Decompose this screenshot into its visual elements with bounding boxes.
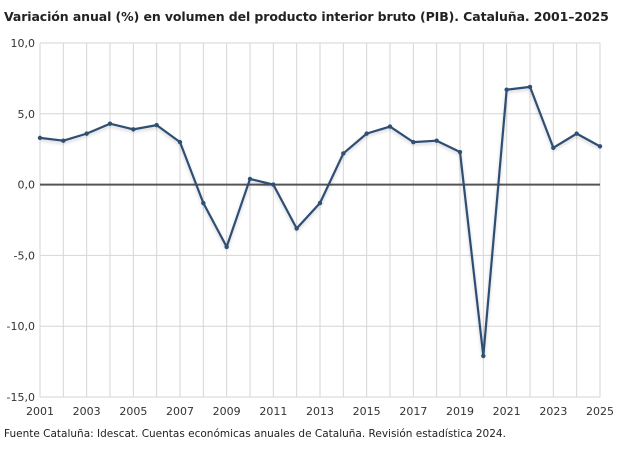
- y-tick-label: -10,0: [7, 320, 35, 333]
- data-point: [154, 122, 159, 128]
- y-axis-tick-labels: 10,0 5,0 0,0 -5,0 -10,0 -15,0: [7, 37, 35, 404]
- source-note: Fuente Cataluña: Idescat. Cuentas económ…: [4, 428, 506, 440]
- data-point: [481, 353, 486, 359]
- x-tick-label: 2013: [306, 405, 334, 418]
- data-point: [434, 138, 439, 143]
- x-tick-label: 2023: [539, 405, 567, 418]
- data-point: [294, 226, 299, 231]
- x-tick-label: 2025: [586, 405, 614, 418]
- x-axis-tick-labels: 2001 2003 2005 2007 2009 2011 2013 2015 2017 2019…: [26, 405, 614, 418]
- data-point: [364, 131, 369, 136]
- data-point: [201, 200, 206, 206]
- x-tick-label: 2001: [26, 405, 54, 418]
- grid-lines: [39, 42, 601, 398]
- data-point: [341, 151, 346, 156]
- x-tick-label: 2005: [119, 405, 147, 418]
- y-tick-label: 10,0: [11, 37, 36, 50]
- data-point: [411, 139, 416, 145]
- data-point: [457, 149, 463, 155]
- data-point: [177, 139, 183, 145]
- x-tick-label: 2007: [166, 405, 194, 418]
- x-tick-label: 2017: [399, 405, 427, 418]
- x-tick-label: 2021: [493, 405, 521, 418]
- data-point: [61, 138, 66, 143]
- y-tick-label: 5,0: [18, 108, 36, 121]
- series-group: [37, 84, 603, 359]
- data-point: [597, 144, 603, 149]
- data-point: [504, 87, 509, 92]
- data-point: [84, 131, 89, 136]
- data-point: [224, 244, 229, 250]
- chart-title: Variación anual (%) en volumen del produ…: [4, 9, 609, 24]
- x-tick-label: 2015: [353, 405, 381, 418]
- data-point: [317, 200, 323, 206]
- x-tick-label: 2009: [213, 405, 241, 418]
- data-point: [574, 131, 579, 136]
- data-point: [37, 135, 43, 141]
- x-tick-label: 2003: [73, 405, 101, 418]
- data-point: [271, 182, 276, 187]
- data-point: [247, 176, 253, 182]
- y-tick-label: -15,0: [7, 391, 35, 404]
- y-tick-label: 0,0: [18, 179, 36, 192]
- y-tick-label: -5,0: [14, 249, 35, 262]
- data-point: [131, 127, 136, 132]
- x-tick-label: 2011: [259, 405, 287, 418]
- data-point: [387, 124, 393, 129]
- data-point: [527, 84, 533, 90]
- x-tick-label: 2019: [446, 405, 474, 418]
- data-point: [551, 145, 556, 150]
- data-point: [107, 121, 113, 126]
